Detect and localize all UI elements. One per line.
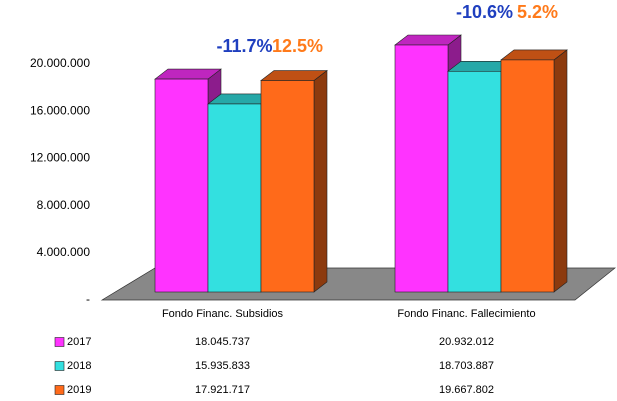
- annotation: 5.2%: [517, 2, 558, 22]
- data-label: 17.921.717: [195, 384, 250, 396]
- legend-swatch: [54, 337, 65, 347]
- annotation: 12.5%: [272, 36, 323, 56]
- data-label: 19.667.802: [439, 384, 494, 396]
- annotation: -10.6%: [456, 2, 513, 22]
- bar: [260, 80, 315, 293]
- legend-label: 2018: [67, 360, 91, 372]
- bar-side: [313, 69, 328, 293]
- y-tick-label: 20.000.000: [30, 56, 90, 70]
- data-label: 15.935.833: [195, 360, 250, 372]
- y-tick-label: 4.000.000: [37, 245, 91, 259]
- legend-label: 2017: [67, 336, 91, 348]
- y-tick-label: -: [86, 292, 90, 306]
- bar: [447, 70, 502, 293]
- data-label: 20.932.012: [439, 336, 494, 348]
- y-tick-label: 12.000.000: [30, 151, 90, 165]
- bar: [500, 59, 555, 293]
- y-tick-label: 16.000.000: [30, 103, 90, 117]
- annotation: -11.7%: [216, 36, 272, 56]
- bar: [154, 78, 209, 293]
- x-tick-label: Fondo Financ. Fallecimiento: [397, 308, 535, 320]
- data-label: 18.045.737: [195, 336, 250, 348]
- data-label: 18.703.887: [439, 360, 494, 372]
- legend-swatch: [54, 361, 65, 371]
- bar-side: [553, 49, 568, 293]
- bar: [394, 44, 449, 293]
- y-tick-label: 8.000.000: [37, 198, 91, 212]
- x-tick-label: Fondo Financ. Subsidios: [162, 308, 284, 320]
- legend-label: 2019: [67, 384, 91, 396]
- legend-swatch: [54, 385, 65, 395]
- bar: [207, 103, 262, 293]
